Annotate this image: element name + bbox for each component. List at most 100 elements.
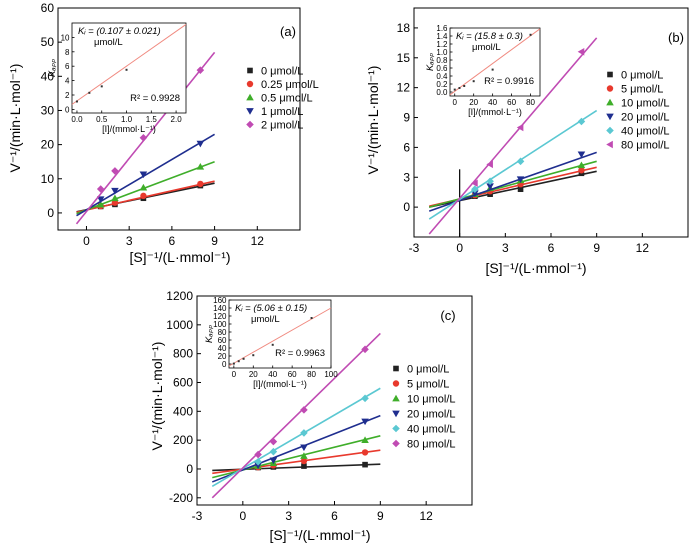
inset-y-tick-label: 60	[218, 336, 227, 345]
data-point	[301, 463, 307, 469]
inset-x-tick-label: 1.0	[121, 115, 133, 124]
inset-y-tick-label: 0.2	[436, 80, 448, 89]
inset-fit-line	[71, 24, 187, 105]
x-tick-label: 9	[211, 234, 218, 248]
inset-x-tick-label: 40	[488, 98, 497, 107]
x-tick-label: 9	[593, 241, 600, 255]
x-tick-label: 12	[636, 241, 650, 255]
data-point	[300, 429, 308, 437]
inset-data-point	[232, 362, 235, 365]
inset-y-tick-label: 0.8	[436, 56, 448, 65]
x-axis-label: [S]⁻¹/(L·mmol⁻¹)	[269, 527, 370, 543]
legend-marker	[606, 85, 614, 92]
fit-line-5	[428, 109, 598, 220]
data-point	[471, 190, 479, 197]
inset-ki-value: Kᵢ = (0.107 ± 0.021)	[78, 26, 161, 37]
data-point	[254, 450, 262, 459]
data-point	[269, 457, 278, 465]
y-tick-label: 400	[173, 404, 193, 418]
inset-data-point	[75, 100, 78, 103]
y-tick-label: 15	[397, 51, 411, 65]
inset-x-tick-label: 40	[268, 370, 277, 379]
y-tick-label: 10	[41, 172, 55, 186]
inset-y-tick-label: 1.6	[436, 24, 448, 33]
data-point	[254, 457, 262, 466]
legend-marker	[606, 126, 614, 135]
inset-y-tick-label: 0	[222, 360, 227, 369]
inset-y-tick-label: 1.0	[436, 48, 448, 57]
inset-y-tick-label: 20	[218, 352, 227, 361]
data-point	[300, 457, 308, 465]
fit-line-6	[428, 37, 598, 235]
legend-label: 2 μmol/L	[261, 120, 303, 132]
inset-ki-unit: μmol/L	[251, 314, 280, 325]
inset-y-tick-label: 80	[218, 328, 227, 337]
inset-data-point	[237, 360, 240, 363]
legend-label: 80 μmol/L	[407, 439, 456, 451]
data-point	[269, 447, 278, 456]
x-tick-label: 3	[285, 509, 292, 523]
data-point	[578, 167, 585, 174]
data-point	[196, 140, 205, 148]
fit-line-5	[211, 387, 381, 487]
inset-fit-line	[449, 28, 541, 96]
fit-line-6	[211, 332, 381, 499]
inset-x-tick-label: 60	[288, 370, 297, 379]
inset-data-point	[252, 354, 255, 357]
inset-y-tick-label: 8	[65, 48, 70, 57]
data-point	[139, 171, 148, 179]
panel-c: -3 0 3 6 9 12-200020040060080010001200(c)[S]⁻…	[149, 289, 473, 543]
inset-x-tick-label: 0	[453, 98, 458, 107]
data-point	[471, 179, 478, 188]
inset-x-tick-label: 100	[324, 370, 338, 379]
x-tick-label: -3	[409, 241, 420, 255]
inset-x-axis-label: [I]/(mmol·L⁻¹)	[102, 124, 156, 134]
data-point	[196, 163, 205, 170]
y-tick-label: 6	[403, 140, 410, 154]
data-point	[361, 418, 369, 426]
legend-label: 10 μmol/L	[621, 98, 670, 110]
data-point	[361, 345, 369, 354]
inset-x-tick-label: 0.0	[71, 115, 83, 124]
legend-marker	[393, 365, 399, 372]
y-tick-label: 200	[173, 433, 193, 447]
data-point	[300, 406, 308, 414]
inset-x-tick-label: 20	[469, 98, 478, 107]
inset-chart: 0 20 40 60 80 0.00.20.40.60.81.01.21.41.6 Kᵢ =…	[425, 24, 541, 117]
plot-frame	[57, 7, 301, 231]
legend-label: 5 μmol/L	[621, 84, 663, 96]
data-point	[362, 461, 368, 468]
y-tick-label: 50	[41, 35, 55, 49]
data-point	[197, 180, 204, 188]
inset-x-tick-label: 20	[249, 370, 258, 379]
legend-marker	[606, 113, 614, 121]
data-point	[361, 436, 369, 443]
legend-marker	[606, 98, 614, 106]
data-point	[139, 183, 148, 191]
data-point	[577, 151, 586, 159]
legend-marker	[246, 93, 254, 101]
inset-y-tick-label: 140	[213, 304, 227, 313]
inset-y-tick-label: 1.4	[436, 32, 448, 41]
y-tick-label: 40	[41, 69, 55, 83]
y-tick-label: -200	[169, 491, 193, 505]
fit-line-3	[429, 160, 597, 208]
data-point	[300, 452, 308, 459]
x-tick-label: 0	[239, 509, 246, 523]
x-axis-label: [S]⁻¹/(L·mmol⁻¹)	[129, 249, 230, 265]
legend-label: 10 μmol/L	[407, 394, 456, 406]
inset-x-tick-label: 1.5	[146, 115, 158, 124]
inset-data-point	[125, 68, 128, 71]
inset-y-tick-label: 120	[213, 312, 227, 321]
data-point	[577, 161, 586, 169]
legend-label: 0 μmol/L	[261, 66, 303, 78]
y-tick-label: 0	[47, 206, 54, 220]
inset-y-tick-label: 4	[65, 77, 70, 86]
inset-x-tick-label: 60	[507, 98, 516, 107]
inset-ki-unit: μmol/L	[94, 37, 123, 48]
x-tick-label: 0	[83, 234, 90, 248]
inset-chart: 0.0 0.5 1.0 1.5 2.0 0 2 4 6 8 10 Kᵢ = (0.107 ± 0.02…	[47, 22, 187, 134]
inset-x-tick-label: 2.0	[171, 115, 183, 124]
